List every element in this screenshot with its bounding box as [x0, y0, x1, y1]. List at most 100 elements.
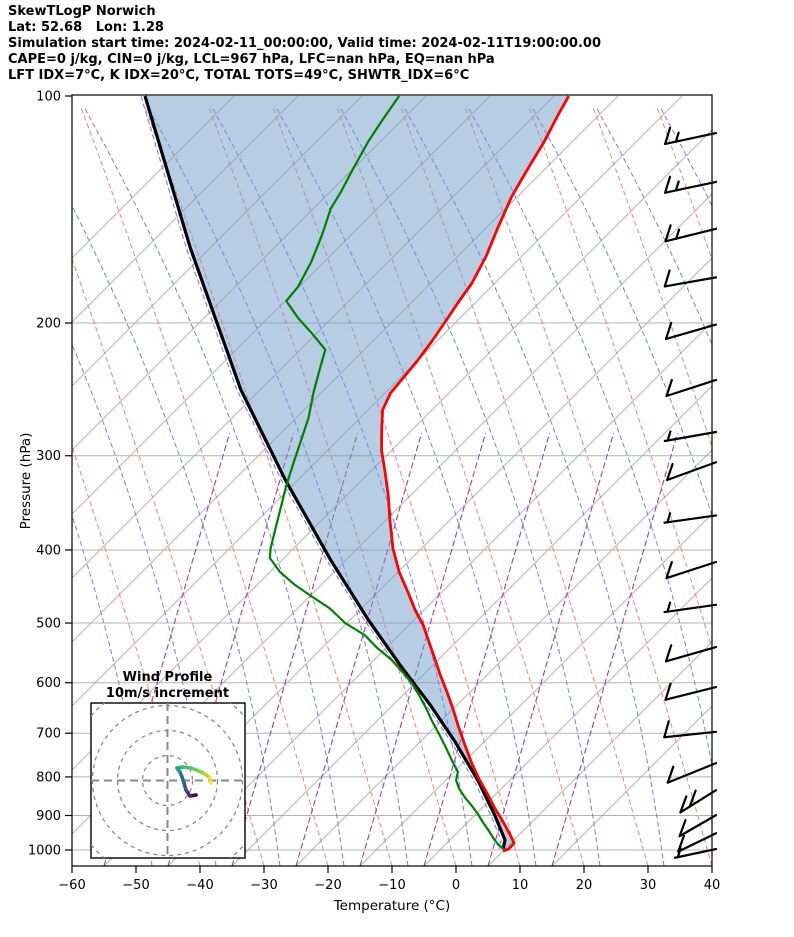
profile-lines: [140, 95, 570, 853]
barb-tick: [688, 789, 697, 808]
lat-lon-line: Lat: 52.68 Lon: 1.28: [8, 20, 164, 35]
barb-tick: [674, 180, 680, 192]
wind-barbs: [663, 126, 718, 859]
x-tick-label: 10: [512, 878, 529, 893]
barb-tick: [666, 462, 674, 482]
dewpoint-line: [268, 95, 505, 850]
wind-barb: [673, 847, 718, 859]
parcel-line: [143, 95, 507, 850]
barb-tick: [666, 512, 672, 524]
x-tick-label: −10: [378, 878, 405, 893]
wind-barb: [666, 762, 718, 784]
barb-tick: [663, 269, 671, 288]
x-tick-label: 0: [452, 878, 460, 893]
dry-adiabat-line: [464, 105, 712, 866]
wind-barb: [664, 321, 718, 341]
barb-tick: [665, 378, 673, 398]
barb-tick: [664, 644, 673, 663]
mixing-ratio-line: [487, 433, 615, 866]
y-tick-label: 100: [36, 90, 61, 105]
hodograph-subtitle: 10m/s increment: [106, 686, 229, 701]
barb-staff: [664, 323, 718, 341]
x-axis-title: Temperature (°C): [333, 898, 451, 914]
y-tick-label: 500: [36, 617, 61, 632]
barb-staff: [663, 730, 718, 739]
barb-staff: [666, 762, 718, 784]
mixing-ratio-line: [423, 433, 551, 866]
isotherm-line: [167, 321, 712, 866]
barb-tick: [666, 601, 672, 613]
barb-tick: [665, 560, 673, 580]
dry-adiabat-line: [528, 105, 712, 650]
isotherm-line: [231, 385, 712, 866]
x-tick-label: −30: [250, 878, 277, 893]
cape-shading: [145, 96, 569, 851]
y-tick-label: 900: [36, 809, 61, 824]
x-tick-label: 20: [576, 878, 593, 893]
x-tick-label: −50: [122, 878, 149, 893]
hodograph-title: Wind Profile: [123, 670, 213, 685]
isotherm-line: [359, 513, 712, 866]
barb-tick: [666, 430, 672, 442]
x-tick-label: −40: [186, 878, 213, 893]
barb-staff: [665, 378, 718, 398]
barb-staff: [664, 685, 718, 701]
wind-barb: [664, 682, 718, 701]
dry-adiabat-line: [721, 106, 794, 866]
barb-tick: [678, 819, 687, 838]
barb-tick: [679, 795, 688, 814]
barb-staff: [663, 430, 718, 443]
barb-tick: [675, 228, 681, 240]
y-tick-label: 800: [36, 770, 61, 785]
moist-adiabat-line: [595, 105, 712, 346]
isotherm-line: [295, 449, 712, 866]
wind-barb: [679, 789, 718, 814]
moist-adiabat-line: [467, 105, 712, 769]
barb-staff: [673, 847, 718, 859]
barb-staff: [678, 814, 718, 838]
dry-adiabat-line: [656, 105, 712, 261]
moist-adiabat-line: [659, 105, 712, 207]
y-tick-label: 300: [36, 449, 61, 464]
moist-adiabat-line: [723, 106, 794, 866]
wind-barb: [663, 430, 718, 443]
x-tick-label: 40: [704, 878, 721, 893]
barb-tick: [676, 847, 682, 859]
wind-barb: [666, 461, 718, 482]
barb-tick: [677, 834, 686, 853]
barb-tick: [664, 175, 672, 194]
hodograph-trace-segment: [208, 776, 213, 785]
sim-time-line: Simulation start time: 2024-02-11_00:00:…: [8, 36, 601, 51]
mixing-ratio-line: [551, 433, 679, 866]
wind-barb: [665, 378, 718, 398]
isotherm-line: [551, 705, 712, 866]
stability-indices-line: LFT IDX=7°C, K IDX=20°C, TOTAL TOTS=49°C…: [8, 68, 470, 83]
isotherm-line: [72, 95, 299, 323]
dry-adiabat-line: [785, 106, 794, 866]
barb-tick: [674, 131, 680, 143]
barb-tick: [664, 682, 672, 701]
x-tick-label: 30: [640, 878, 657, 893]
wind-barb: [663, 512, 718, 524]
cape-indices-line: CAPE=0 j/kg, CIN=0 j/kg, LCL=967 hPa, LF…: [8, 52, 495, 67]
moist-adiabat-line: [72, 204, 281, 866]
dry-adiabat-line: [80, 105, 329, 866]
barb-staff: [666, 461, 718, 482]
barb-staff: [665, 560, 718, 580]
barb-staff: [664, 132, 718, 146]
y-tick-label: 400: [36, 543, 61, 558]
barb-tick: [664, 126, 672, 146]
x-tick-label: −60: [58, 878, 85, 893]
wind-barb: [664, 126, 718, 146]
wind-barb: [664, 224, 718, 243]
barb-staff: [679, 789, 718, 814]
barb-staff: [664, 227, 718, 243]
temperature-line: [380, 95, 570, 853]
barb-tick: [666, 765, 675, 784]
isotherm-line: [72, 95, 235, 259]
barb-tick: [664, 224, 672, 243]
wind-barb: [664, 644, 718, 663]
